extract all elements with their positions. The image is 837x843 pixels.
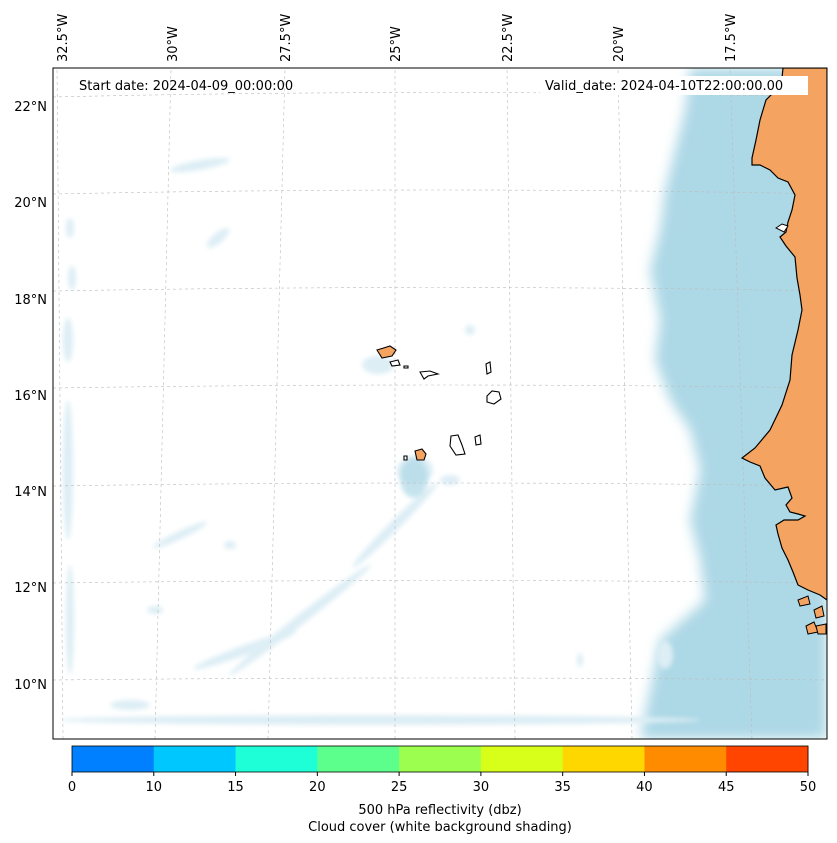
african-mainland: [740, 68, 827, 601]
lat-label: 18°N: [14, 293, 47, 308]
longitude-labels: 32.5°W 30°W 27.5°W 25°W 22.5°W 20°W 17.5…: [56, 14, 739, 62]
colorbar-segment: [644, 746, 727, 772]
colorbar-segment: [480, 746, 564, 772]
colorbar-ticks: 0 10 15 20 25 30 35 40 45 50: [68, 772, 816, 795]
lon-label: 25°W: [389, 26, 404, 62]
lon-label: 22.5°W: [501, 14, 516, 62]
cloud-cover-scattered: [60, 157, 700, 725]
colorbar-segment: [153, 746, 237, 772]
cloud-cluster-fogo: [400, 458, 428, 498]
valid-date-box: [540, 76, 808, 95]
lat-label: 20°N: [14, 196, 47, 211]
bissau-island-1: [813, 605, 825, 619]
colorbar-segment: [399, 746, 482, 772]
lon-label: 30°W: [166, 26, 181, 62]
latitude-labels: 22°N 20°N 18°N 16°N 14°N 12°N 10°N: [14, 100, 47, 693]
map-frame: [52, 67, 828, 740]
start-date-label: Start date: 2024-04-09_00:00:00: [79, 79, 293, 94]
valid-date-label: Valid_date: 2024-04-10T22:00:00.00: [545, 79, 783, 94]
bissau-island-3: [815, 623, 827, 635]
lat-label: 16°N: [14, 389, 47, 404]
lon-label: 17.5°W: [724, 14, 739, 62]
colorbar-tick-label: 45: [718, 780, 735, 795]
graticule: [53, 68, 827, 739]
lon-label: 27.5°W: [279, 14, 294, 62]
map-panel: Start date: 2024-04-09_00:00:00 Valid_da…: [53, 68, 827, 739]
colorbar-frame: [71, 745, 809, 773]
colorbar-tick-label: 10: [146, 780, 163, 795]
sao-vicente: [389, 359, 401, 367]
colorbar-label-cloud-cover: Cloud cover (white background shading): [308, 820, 572, 835]
colorbar-segment: [726, 746, 809, 772]
colorbar-segment: [235, 746, 318, 772]
colorbar-segment: [562, 746, 645, 772]
colorbar-tick-label: 30: [473, 780, 490, 795]
colorbar-tick-label: 0: [68, 780, 76, 795]
colorbar-tick-label: 20: [309, 780, 326, 795]
colorbar-segments: [72, 746, 809, 772]
boa-vista: [486, 390, 502, 405]
lat-label: 22°N: [14, 100, 47, 115]
santiago: [449, 434, 466, 456]
lon-label: 32.5°W: [56, 14, 71, 62]
colorbar-segment: [317, 746, 400, 772]
santo-antao: [376, 345, 397, 359]
cloud-cover-coastal: [640, 68, 827, 739]
lat-label: 10°N: [14, 678, 47, 693]
colorbar-label-reflectivity: 500 hPa reflectivity (dbz): [358, 803, 521, 818]
lat-label: 12°N: [14, 581, 47, 596]
colorbar-tick-label: 25: [391, 780, 408, 795]
fogo: [414, 448, 427, 461]
bijagos-island: [797, 595, 811, 607]
sal: [485, 361, 492, 375]
maio: [474, 434, 482, 446]
cape-verde-islands: [376, 345, 502, 461]
santa-luzia: [403, 365, 409, 369]
colorbar-tick-label: 40: [636, 780, 653, 795]
colorbar-tick-label: 15: [227, 780, 244, 795]
colorbar-tick-label: 35: [554, 780, 571, 795]
sao-nicolau: [419, 370, 440, 380]
lat-label: 14°N: [14, 485, 47, 500]
colorbar-segment: [72, 746, 155, 772]
brava: [403, 455, 408, 461]
colorbar: 0 10 15 20 25 30 35 40 45 50 500 hPa reflectivity…: [68, 745, 816, 835]
coast-inlet: [775, 223, 789, 233]
lon-label: 20°W: [612, 26, 627, 62]
colorbar-tick-label: 50: [800, 780, 817, 795]
